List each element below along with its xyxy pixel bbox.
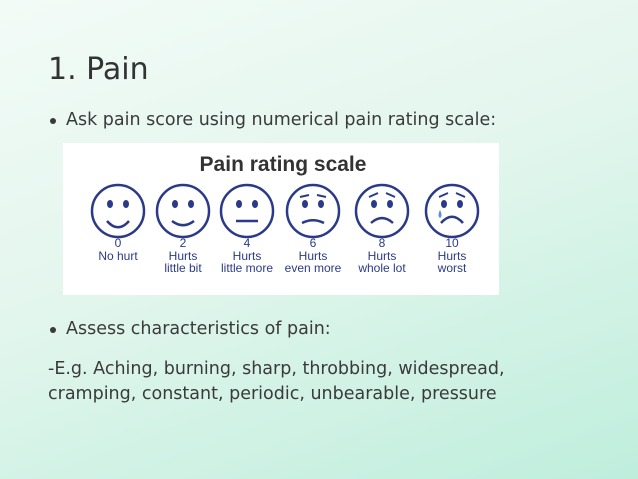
detail-line: -E.g. Aching, burning, sharp, throbbing,…: [48, 359, 505, 379]
eye: [318, 200, 324, 208]
scale-title: Pain rating scale: [200, 153, 367, 176]
face-label: Hurts: [368, 249, 397, 263]
brow: [385, 192, 396, 198]
eye: [387, 200, 393, 208]
face-score: 6: [310, 236, 317, 250]
face: [155, 183, 211, 239]
face-label: worst: [437, 261, 467, 275]
brow: [438, 192, 449, 198]
mouth: [106, 220, 130, 229]
tear: [438, 210, 442, 218]
face-label: Hurts: [169, 249, 198, 263]
mouth: [370, 216, 394, 224]
face-score: 10: [445, 236, 459, 250]
face: [219, 183, 275, 239]
eye: [457, 200, 463, 208]
bullet-text: Assess characteristics of pain:: [66, 319, 331, 339]
face-label: Hurts: [438, 249, 467, 263]
face-label: Hurts: [233, 249, 262, 263]
face: [354, 183, 410, 239]
detail-line: cramping, constant, periodic, unbearable…: [48, 384, 497, 404]
eye: [302, 200, 308, 208]
eye: [371, 200, 377, 208]
mouth: [440, 215, 464, 224]
face-label: Hurts: [299, 249, 328, 263]
slide-title: 1. Pain: [48, 52, 149, 87]
face-label: even more: [285, 261, 342, 275]
face-label: No hurt: [98, 249, 138, 263]
bullet-dot: [50, 118, 56, 124]
face-label: little more: [221, 261, 273, 275]
eye: [172, 200, 178, 208]
face-score: 0: [115, 236, 122, 250]
mouth: [301, 218, 325, 225]
face: [424, 183, 480, 239]
face: [285, 183, 341, 239]
brow: [299, 194, 310, 198]
eye: [123, 200, 129, 208]
face-score: 4: [244, 236, 251, 250]
eye: [188, 200, 194, 208]
eye: [236, 200, 242, 208]
brow: [368, 192, 379, 198]
brow: [316, 194, 327, 198]
eye: [441, 200, 447, 208]
face-score: 8: [379, 236, 386, 250]
bullet-text: Ask pain score using numerical pain rati…: [66, 110, 497, 130]
eye: [107, 200, 113, 208]
brow: [455, 192, 466, 198]
face-label: whole lot: [357, 261, 406, 275]
face-label: little bit: [164, 261, 202, 275]
eye: [252, 200, 258, 208]
bullet-dot: [50, 327, 56, 333]
face-score: 2: [180, 236, 187, 250]
mouth: [171, 219, 195, 227]
face: [90, 183, 146, 239]
